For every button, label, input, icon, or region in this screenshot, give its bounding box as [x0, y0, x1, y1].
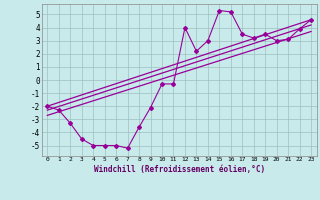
- X-axis label: Windchill (Refroidissement éolien,°C): Windchill (Refroidissement éolien,°C): [94, 165, 265, 174]
